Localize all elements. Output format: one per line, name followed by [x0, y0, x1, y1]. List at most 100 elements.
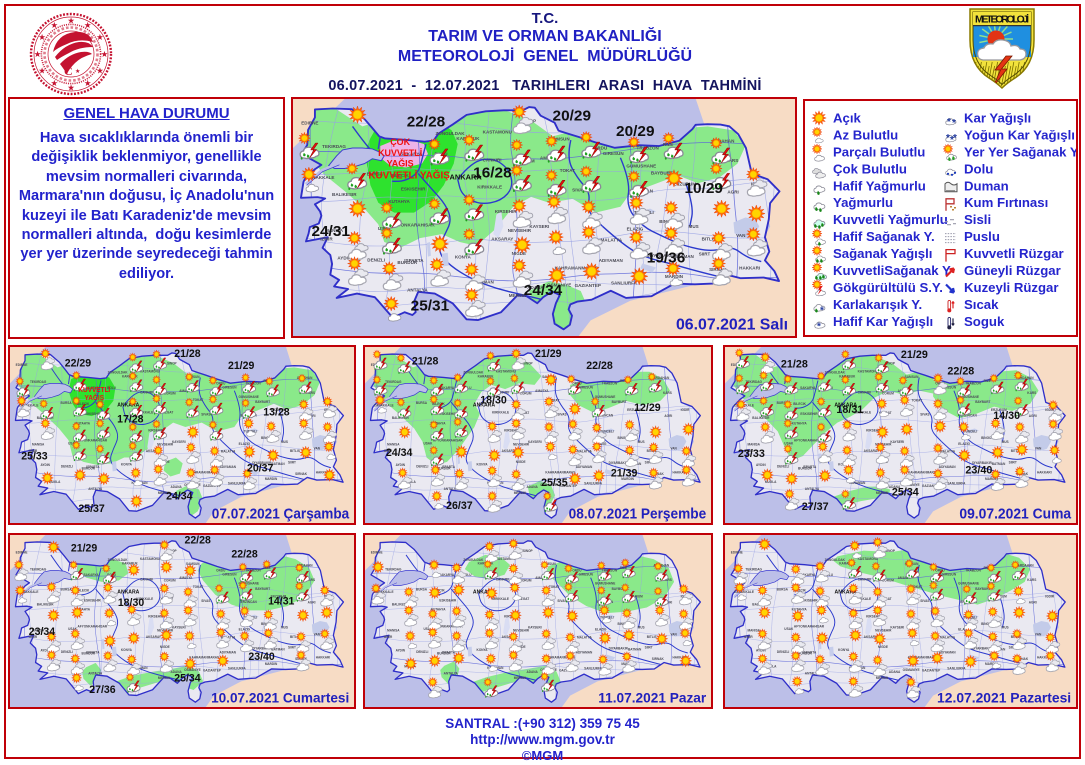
svg-text:Kum Fırtınası: Kum Fırtınası — [964, 195, 1048, 210]
svg-text:Yer Yer Sağanak Y.: Yer Yer Sağanak Y. — [964, 144, 1076, 159]
svg-text:Hafif Yağmurlu: Hafif Yağmurlu — [833, 178, 926, 193]
svg-text:06.07.2021 Salı: 06.07.2021 Salı — [676, 317, 788, 334]
svg-text:24/34: 24/34 — [524, 282, 563, 299]
svg-text:22/28: 22/28 — [947, 365, 974, 377]
svg-text:25/31: 25/31 — [411, 298, 450, 315]
svg-text:★: ★ — [38, 32, 46, 42]
svg-text:18/30: 18/30 — [480, 394, 507, 406]
svg-text:★: ★ — [34, 49, 42, 59]
svg-text:25/37: 25/37 — [78, 503, 104, 515]
svg-text:Sisli: Sisli — [964, 212, 991, 227]
svg-text:22/28: 22/28 — [184, 535, 210, 547]
svg-text:19/36: 19/36 — [647, 250, 685, 267]
svg-text:Hafif Kar Yağışlı: Hafif Kar Yağışlı — [833, 314, 933, 329]
svg-text:★: ★ — [84, 20, 92, 30]
svg-text:Az Bulutlu: Az Bulutlu — [833, 128, 898, 143]
svg-text:09.07.2021 Cuma: 09.07.2021 Cuma — [959, 506, 1071, 522]
svg-text:★: ★ — [96, 32, 104, 42]
svg-text:23/40: 23/40 — [248, 651, 274, 663]
svg-text:★: ★ — [101, 49, 109, 59]
svg-text:22/28: 22/28 — [586, 360, 613, 372]
svg-text:★: ★ — [38, 66, 46, 76]
svg-text:24/31: 24/31 — [311, 223, 350, 240]
svg-text:21/28: 21/28 — [174, 348, 200, 360]
svg-text:Duman: Duman — [964, 178, 1009, 193]
svg-text:23/33: 23/33 — [738, 448, 765, 460]
svg-text:20/29: 20/29 — [616, 123, 654, 140]
svg-text:Dolu: Dolu — [964, 161, 993, 176]
svg-text:21/39: 21/39 — [611, 467, 638, 479]
svg-text:17/28: 17/28 — [117, 413, 143, 425]
svg-text:13/28: 13/28 — [263, 406, 289, 418]
svg-text:24/34: 24/34 — [386, 447, 413, 459]
svg-text:Çok Bulutlu: Çok Bulutlu — [833, 161, 907, 176]
svg-text:10.07.2021 Cumartesi: 10.07.2021 Cumartesi — [211, 689, 349, 705]
svg-text:Sağanak Yağışlı: Sağanak Yağışlı — [833, 246, 932, 261]
svg-text:Kuvvetli Rüzgar: Kuvvetli Rüzgar — [964, 246, 1064, 261]
svg-text:21/29: 21/29 — [901, 349, 928, 361]
svg-text:25/34: 25/34 — [174, 672, 200, 684]
svg-text:22/29: 22/29 — [65, 357, 91, 369]
svg-text:Parçalı Bulutlu: Parçalı Bulutlu — [833, 144, 925, 159]
svg-text:21/29: 21/29 — [228, 360, 254, 372]
svg-text:Puslu: Puslu — [964, 229, 1000, 244]
svg-text:20/37: 20/37 — [247, 462, 273, 474]
svg-text:12/29: 12/29 — [634, 402, 661, 414]
svg-text:★: ★ — [75, 68, 80, 75]
svg-text:Açık: Açık — [833, 111, 862, 126]
svg-text:25/35: 25/35 — [541, 477, 568, 489]
svg-text:22/28: 22/28 — [231, 549, 257, 561]
svg-text:KUVVETLİ: KUVVETLİ — [378, 148, 422, 158]
svg-text:24/34: 24/34 — [166, 490, 192, 502]
svg-text:Yağmurlu: Yağmurlu — [833, 195, 893, 210]
svg-text:C: C — [64, 64, 73, 78]
svg-text:Sıcak: Sıcak — [964, 297, 999, 312]
svg-text:★: ★ — [50, 20, 58, 30]
svg-text:YAĞIŞ: YAĞIŞ — [85, 393, 105, 402]
svg-text:11.07.2021 Pazar: 11.07.2021 Pazar — [598, 689, 706, 705]
svg-text:Kuvvetli Yağmurlu: Kuvvetli Yağmurlu — [833, 212, 948, 227]
svg-text:16/28: 16/28 — [473, 164, 512, 181]
svg-text:★: ★ — [69, 86, 74, 92]
svg-text:★: ★ — [84, 78, 92, 88]
svg-text:18/30: 18/30 — [118, 597, 144, 609]
svg-text:08.07.2021 Perşembe: 08.07.2021 Perşembe — [569, 505, 707, 521]
svg-text:YAĞIŞ: YAĞIŞ — [387, 158, 414, 169]
svg-text:METEOROLOJİ: METEOROLOJİ — [975, 13, 1029, 26]
svg-text:12.07.2021 Pazartesi: 12.07.2021 Pazartesi — [937, 689, 1071, 705]
svg-text:20/29: 20/29 — [553, 108, 591, 125]
svg-text:21/29: 21/29 — [71, 542, 97, 554]
svg-text:21/29: 21/29 — [535, 348, 562, 360]
svg-text:26/37: 26/37 — [446, 500, 473, 512]
svg-text:23/34: 23/34 — [29, 626, 55, 638]
svg-text:27/37: 27/37 — [802, 501, 829, 513]
svg-text:Kuzeyli Rüzgar: Kuzeyli Rüzgar — [964, 280, 1059, 295]
svg-text:23/40: 23/40 — [965, 464, 992, 476]
svg-text:Kar Yağışlı: Kar Yağışlı — [964, 111, 1031, 126]
svg-text:KuvvetliSağanak Y: KuvvetliSağanak Y — [833, 263, 951, 278]
svg-text:KUVVETLİ YAĞIŞ: KUVVETLİ YAĞIŞ — [368, 169, 450, 181]
svg-text:Yoğun Kar Yağışlı: Yoğun Kar Yağışlı — [964, 128, 1075, 143]
svg-text:★: ★ — [67, 16, 75, 26]
svg-text:25/34: 25/34 — [892, 486, 920, 498]
svg-text:ÇOK: ÇOK — [390, 137, 410, 147]
svg-text:★: ★ — [96, 66, 104, 76]
svg-text:★: ★ — [50, 78, 58, 88]
svg-text:Güneyli Rüzgar: Güneyli Rüzgar — [964, 263, 1061, 278]
svg-text:Soguk: Soguk — [964, 314, 1005, 329]
svg-text:22/28: 22/28 — [407, 114, 446, 131]
svg-text:27/36: 27/36 — [89, 684, 115, 696]
svg-text:21/28: 21/28 — [781, 358, 808, 370]
svg-text:KUVVETLİ: KUVVETLİ — [78, 386, 110, 394]
svg-text:Hafif Sağanak Y.: Hafif Sağanak Y. — [833, 229, 935, 244]
svg-text:21/28: 21/28 — [412, 355, 439, 367]
svg-text:Karlakarışık Y.: Karlakarışık Y. — [833, 297, 922, 312]
svg-text:14/31: 14/31 — [268, 595, 294, 607]
svg-text:Gökgürültülü S.Y.: Gökgürültülü S.Y. — [833, 280, 943, 295]
svg-text:★: ★ — [67, 82, 75, 92]
svg-text:07.07.2021 Çarşamba: 07.07.2021 Çarşamba — [212, 505, 350, 522]
svg-text:18/31: 18/31 — [836, 404, 863, 416]
svg-text:10/29: 10/29 — [685, 180, 723, 197]
svg-text:25/33: 25/33 — [21, 450, 47, 462]
svg-text:14/30: 14/30 — [993, 410, 1020, 422]
